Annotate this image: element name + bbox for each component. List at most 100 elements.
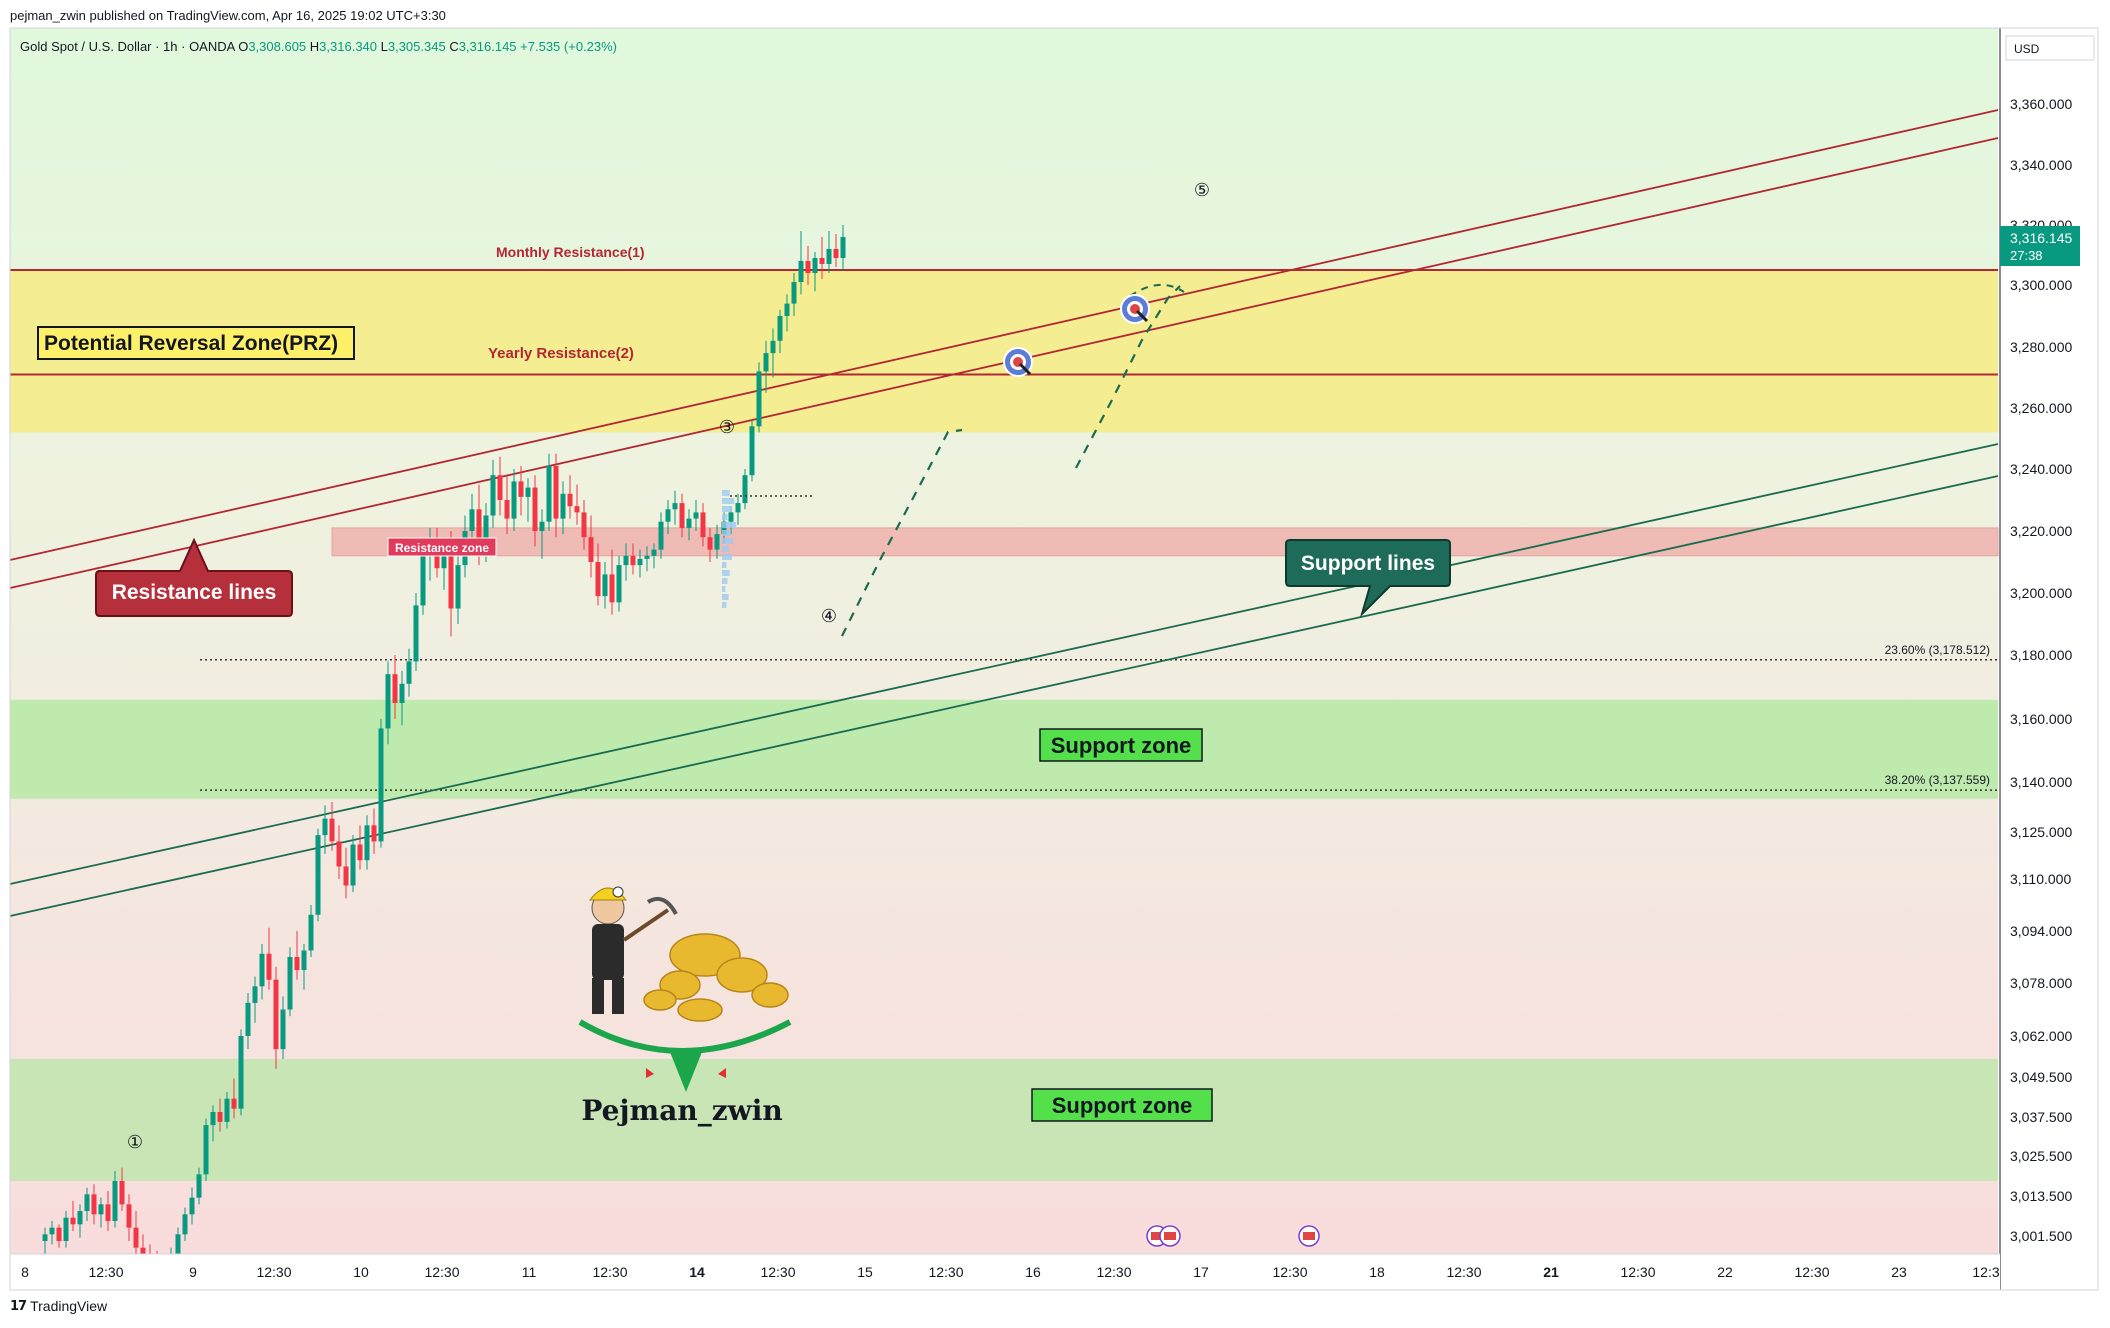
candle	[350, 835, 356, 892]
candle-body	[469, 509, 475, 531]
ohlc-l-value: 3,305.345	[388, 39, 449, 54]
time-tick-label: 12:30	[1272, 1264, 1307, 1280]
candle-body	[609, 574, 615, 603]
currency-label: USD	[2014, 42, 2040, 56]
time-tick-label: 22	[1717, 1264, 1733, 1280]
candle-body	[119, 1181, 125, 1205]
candle-body	[49, 1227, 55, 1235]
candle-body	[189, 1197, 195, 1215]
candle-body	[497, 475, 503, 500]
miner-leg	[612, 978, 624, 1014]
volume-profile-bar	[722, 522, 737, 528]
flag-icon	[1151, 1232, 1163, 1240]
candle	[210, 1105, 216, 1142]
volume-profile-bar	[722, 546, 729, 552]
candle-body	[315, 835, 321, 915]
candle	[658, 512, 664, 559]
candle-body	[448, 549, 454, 609]
candle-body	[602, 574, 608, 597]
candle-body	[133, 1227, 139, 1248]
author-mascot	[578, 886, 792, 1092]
candle-body	[658, 521, 664, 550]
gold-nugget-icon	[643, 989, 677, 1011]
candle-body	[175, 1234, 181, 1255]
candle	[602, 562, 608, 609]
candle-body	[322, 818, 328, 836]
price-tick-label: 3,260.000	[2010, 400, 2072, 416]
candle	[329, 802, 335, 851]
time-tick-label: 12:30	[760, 1264, 795, 1280]
candle	[287, 947, 293, 1017]
candle-body	[301, 950, 307, 970]
price-tick-label: 3,140.000	[2010, 774, 2072, 790]
candle	[406, 648, 412, 697]
candle-body	[728, 512, 734, 522]
candle-body	[105, 1204, 111, 1221]
support-zone-2-label-text: Support zone	[1052, 1093, 1193, 1118]
ohlc-c-value: 3,316.145	[459, 39, 520, 54]
candle	[189, 1187, 195, 1225]
candle	[679, 493, 685, 538]
candle-body	[504, 500, 510, 519]
price-tick-label: 3,160.000	[2010, 711, 2072, 727]
candle	[749, 420, 755, 482]
candle-body	[182, 1214, 188, 1235]
volume-profile-bar	[722, 594, 729, 600]
resistance-zone-label: Resistance zone	[387, 537, 497, 557]
support-lines-callout: Support lines	[1285, 539, 1451, 618]
candle-body	[679, 503, 685, 528]
volume-profile-bar	[722, 578, 728, 584]
ohlc-h-value: 3,316.340	[319, 39, 380, 54]
candle	[42, 1227, 48, 1255]
candle-body	[357, 844, 363, 861]
candle	[301, 944, 307, 990]
candle	[742, 469, 748, 510]
candle-body	[812, 258, 818, 273]
time-tick-label: 12:30	[1446, 1264, 1481, 1280]
candle-body	[112, 1181, 118, 1221]
footer-brand[interactable]: TradingView	[30, 1298, 108, 1314]
candle-body	[378, 728, 384, 842]
candle	[371, 808, 377, 854]
candle	[812, 252, 818, 292]
candle-body	[756, 371, 762, 427]
projection-path-2	[1075, 285, 1181, 469]
candle-body	[203, 1125, 209, 1175]
candle-body	[56, 1227, 62, 1241]
candle	[273, 966, 279, 1069]
time-tick-label: 12:30	[1620, 1264, 1655, 1280]
candle	[77, 1204, 83, 1238]
candle	[245, 992, 251, 1050]
candle	[217, 1098, 223, 1132]
price-tick-label: 3,001.500	[2010, 1228, 2072, 1244]
candle-body	[735, 503, 741, 513]
candle-body	[553, 465, 559, 519]
wave-3-label: ③	[719, 417, 735, 437]
candle-body	[63, 1217, 69, 1241]
symbol-name: Gold Spot / U.S. Dollar · 1h · OANDA	[20, 39, 238, 54]
price-tick-label: 3,078.000	[2010, 975, 2072, 991]
candle	[280, 996, 286, 1059]
candle-body	[567, 493, 573, 507]
candle-body	[77, 1211, 83, 1225]
candle	[735, 493, 741, 525]
gold-nugget-icon	[677, 998, 723, 1022]
smile-arc	[578, 1019, 792, 1054]
candle	[581, 500, 587, 550]
candle	[455, 555, 461, 624]
author-name: Pejman_zwin	[581, 1094, 782, 1127]
candle-body	[140, 1247, 146, 1255]
footer: 𝟭𝟳 TradingView	[10, 1298, 107, 1314]
resistance-lines-callout: Resistance lines	[95, 537, 293, 617]
candle-body	[273, 979, 279, 1050]
price-tick-label: 3,240.000	[2010, 461, 2072, 477]
candle-body	[560, 493, 566, 519]
candle	[490, 459, 496, 528]
candle-body	[231, 1098, 237, 1109]
candle	[539, 509, 545, 559]
fib-236-label: 23.60% (3,178.512)	[1885, 643, 1990, 657]
resistance-zone-box	[387, 537, 497, 557]
time-tick-label: 15	[857, 1264, 873, 1280]
candle	[63, 1211, 69, 1248]
